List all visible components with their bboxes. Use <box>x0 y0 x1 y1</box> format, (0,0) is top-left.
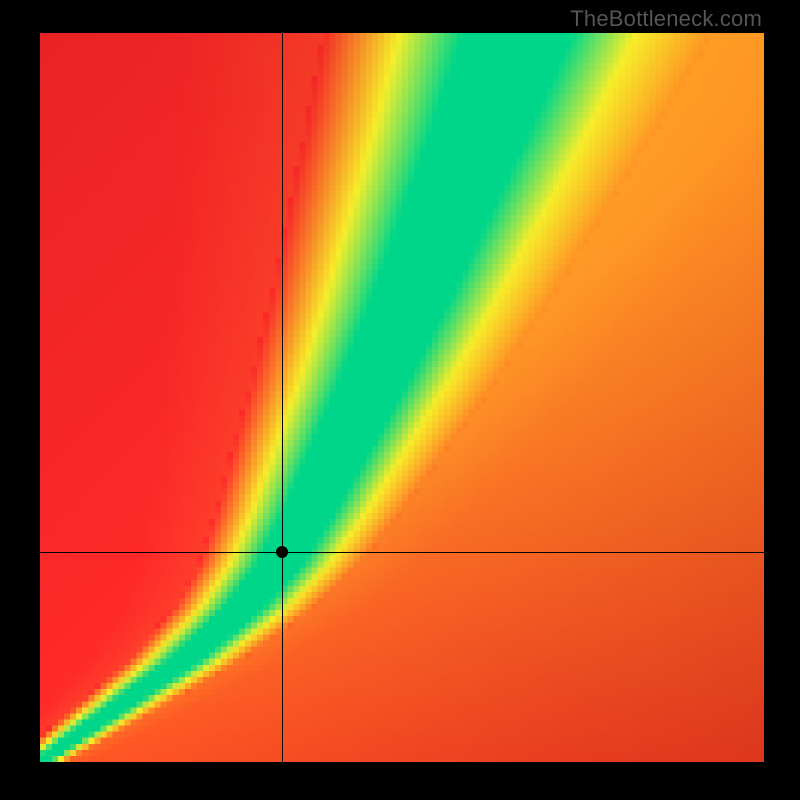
watermark-text: TheBottleneck.com <box>570 6 762 32</box>
crosshair-horizontal-line <box>40 552 764 553</box>
bottleneck-heatmap <box>40 33 764 762</box>
selection-marker-dot <box>276 546 288 558</box>
heatmap-plot-area <box>40 33 764 762</box>
crosshair-vertical-line <box>282 33 283 762</box>
